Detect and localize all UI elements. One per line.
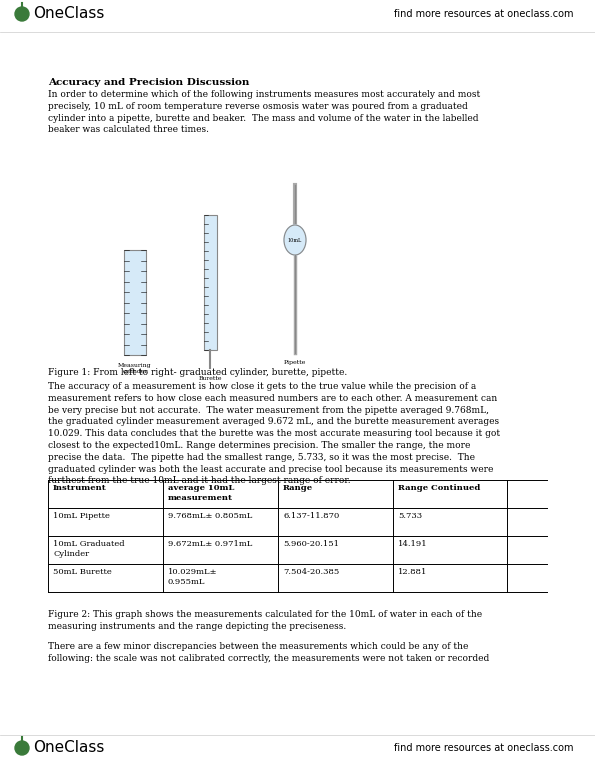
Text: Instrument: Instrument xyxy=(53,484,107,492)
Text: Accuracy and Precision Discussion: Accuracy and Precision Discussion xyxy=(48,78,249,87)
Text: 14.191: 14.191 xyxy=(398,540,428,548)
Text: 6.137-11.870: 6.137-11.870 xyxy=(283,512,339,520)
Text: 5.733: 5.733 xyxy=(398,512,422,520)
Text: Pipette: Pipette xyxy=(284,360,306,365)
Text: Burette: Burette xyxy=(198,376,222,381)
Text: 5.960-20.151: 5.960-20.151 xyxy=(283,540,339,548)
Text: Range Continued: Range Continued xyxy=(398,484,480,492)
Text: 10.029mL±
0.955mL: 10.029mL± 0.955mL xyxy=(168,568,218,586)
Text: 12.881: 12.881 xyxy=(398,568,427,576)
Text: 9.768mL± 0.805mL: 9.768mL± 0.805mL xyxy=(168,512,252,520)
Text: 7.504-20.385: 7.504-20.385 xyxy=(283,568,339,576)
Text: 9.672mL± 0.971mL: 9.672mL± 0.971mL xyxy=(168,540,252,548)
Text: OneClass: OneClass xyxy=(33,741,104,755)
Text: 10mL: 10mL xyxy=(288,237,302,243)
Text: Measuring
cylinder: Measuring cylinder xyxy=(118,363,152,374)
Text: 10mL Graduated
Cylinder: 10mL Graduated Cylinder xyxy=(53,540,124,557)
Text: There are a few minor discrepancies between the measurements which could be any : There are a few minor discrepancies betw… xyxy=(48,642,489,663)
Text: 50mL Burette: 50mL Burette xyxy=(53,568,112,576)
Circle shape xyxy=(15,7,29,21)
Bar xyxy=(124,250,146,355)
Text: find more resources at oneclass.com: find more resources at oneclass.com xyxy=(393,743,573,753)
Text: OneClass: OneClass xyxy=(33,6,104,22)
Text: Range: Range xyxy=(283,484,313,492)
Text: In order to determine which of the following instruments measures most accuratel: In order to determine which of the follo… xyxy=(48,90,480,135)
Text: 10mL Pipette: 10mL Pipette xyxy=(53,512,110,520)
Text: The accuracy of a measurement is how close it gets to the true value while the p: The accuracy of a measurement is how clo… xyxy=(48,382,500,485)
Text: Figure 2: This graph shows the measurements calculated for the 10mL of water in : Figure 2: This graph shows the measureme… xyxy=(48,610,482,631)
Bar xyxy=(204,215,217,350)
Text: average 10mL
measurement: average 10mL measurement xyxy=(168,484,234,502)
Circle shape xyxy=(15,741,29,755)
Ellipse shape xyxy=(284,225,306,255)
Text: Figure 1: From left to right- graduated cylinder, burette, pipette.: Figure 1: From left to right- graduated … xyxy=(48,368,347,377)
Text: find more resources at oneclass.com: find more resources at oneclass.com xyxy=(393,9,573,19)
